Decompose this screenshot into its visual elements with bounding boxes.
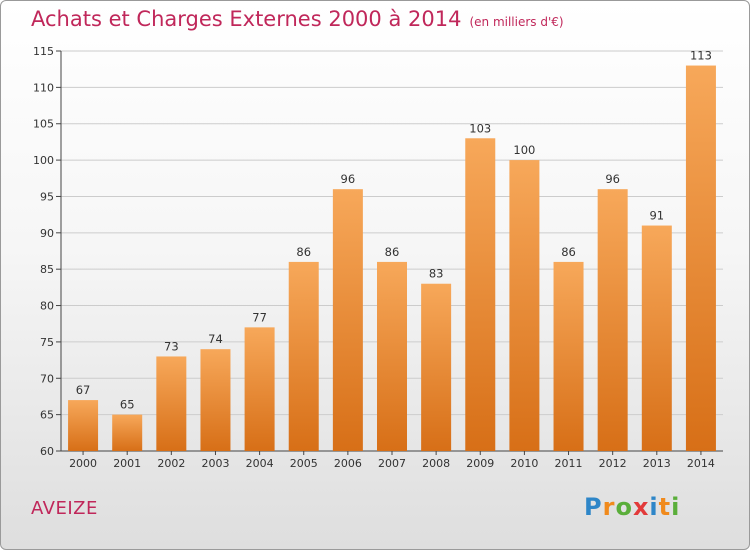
- bars: [68, 65, 716, 452]
- data-labels: 67 65 73 74 77 86 96 86 83 103 100 86 96 91 113: [76, 49, 712, 412]
- data-label: 113: [690, 49, 712, 63]
- x-tick-label: 2005: [290, 457, 318, 470]
- y-tick-label: 60: [40, 445, 54, 458]
- bar: [156, 356, 187, 451]
- data-label: 65: [120, 398, 135, 412]
- y-tick-label: 75: [40, 336, 54, 349]
- bar: [288, 261, 319, 451]
- y-tick-label: 80: [40, 300, 54, 313]
- y-tick-labels: 60 65 70 75 80 85 90 95 100 105 110 115: [33, 45, 54, 458]
- x-tick-label: 2000: [69, 457, 97, 470]
- commune-name: AVEIZE: [31, 498, 98, 519]
- data-label: 73: [164, 339, 179, 353]
- y-tick-label: 85: [40, 263, 54, 276]
- y-tick-label: 100: [33, 154, 54, 167]
- data-label: 86: [385, 245, 400, 259]
- bar: [685, 65, 716, 451]
- x-tick-label: 2011: [555, 457, 583, 470]
- x-tick-label: 2014: [687, 457, 715, 470]
- bar: [421, 283, 452, 451]
- x-tick-label: 2003: [201, 457, 229, 470]
- bar: [244, 327, 275, 451]
- x-tick-label: 2001: [113, 457, 141, 470]
- bar: [332, 189, 363, 451]
- y-tick-label: 115: [33, 45, 54, 58]
- x-tick-label: 2010: [510, 457, 538, 470]
- x-tick-label: 2009: [466, 457, 494, 470]
- chart-title: Achats et Charges Externes 2000 à 2014 (e…: [31, 7, 564, 31]
- y-tick-label: 65: [40, 409, 54, 422]
- data-label: 91: [649, 209, 664, 223]
- logo-letter: i: [671, 493, 681, 521]
- data-label: 67: [76, 383, 91, 397]
- bar: [200, 349, 231, 451]
- proxiti-logo[interactable]: Proxiti: [584, 493, 680, 521]
- bar: [509, 160, 540, 451]
- x-tick-label: 2004: [246, 457, 274, 470]
- chart-unit-text: (en milliers d'€): [469, 15, 564, 29]
- data-label: 96: [341, 172, 356, 186]
- y-tick-label: 90: [40, 227, 54, 240]
- x-tick-label: 2013: [643, 457, 671, 470]
- data-label: 96: [605, 172, 620, 186]
- logo-letter: r: [602, 493, 616, 521]
- y-tick-label: 105: [33, 118, 54, 131]
- x-tick-label: 2006: [334, 457, 362, 470]
- data-label: 86: [296, 245, 311, 259]
- bar: [641, 225, 672, 451]
- chart-title-text: Achats et Charges Externes 2000 à 2014: [31, 7, 462, 31]
- data-label: 100: [513, 143, 535, 157]
- x-tick-label: 2002: [157, 457, 185, 470]
- x-tick-label: 2012: [599, 457, 627, 470]
- logo-letter: x: [632, 493, 650, 521]
- logo-letter: o: [615, 493, 633, 521]
- bar: [112, 414, 143, 451]
- bar: [68, 400, 99, 451]
- y-tick-label: 110: [33, 81, 54, 94]
- bar: [377, 261, 407, 451]
- bar: [465, 138, 496, 452]
- y-tick-label: 95: [40, 190, 54, 203]
- logo-letter: i: [649, 493, 659, 521]
- data-label: 77: [252, 310, 267, 324]
- data-label: 83: [429, 267, 444, 281]
- logo-letter: t: [658, 493, 672, 521]
- x-tick-label: 2007: [378, 457, 406, 470]
- y-tick-label: 70: [40, 372, 54, 385]
- data-label: 74: [208, 332, 223, 346]
- x-tick-label: 2008: [422, 457, 450, 470]
- bar: [553, 261, 584, 451]
- logo-letter: P: [584, 493, 603, 521]
- data-label: 86: [561, 245, 576, 259]
- x-tick-labels: 2000 2001 2002 2003 2004 2005 2006 2007 2008 2009…: [69, 457, 715, 470]
- bar: [597, 189, 628, 451]
- data-label: 103: [469, 121, 491, 135]
